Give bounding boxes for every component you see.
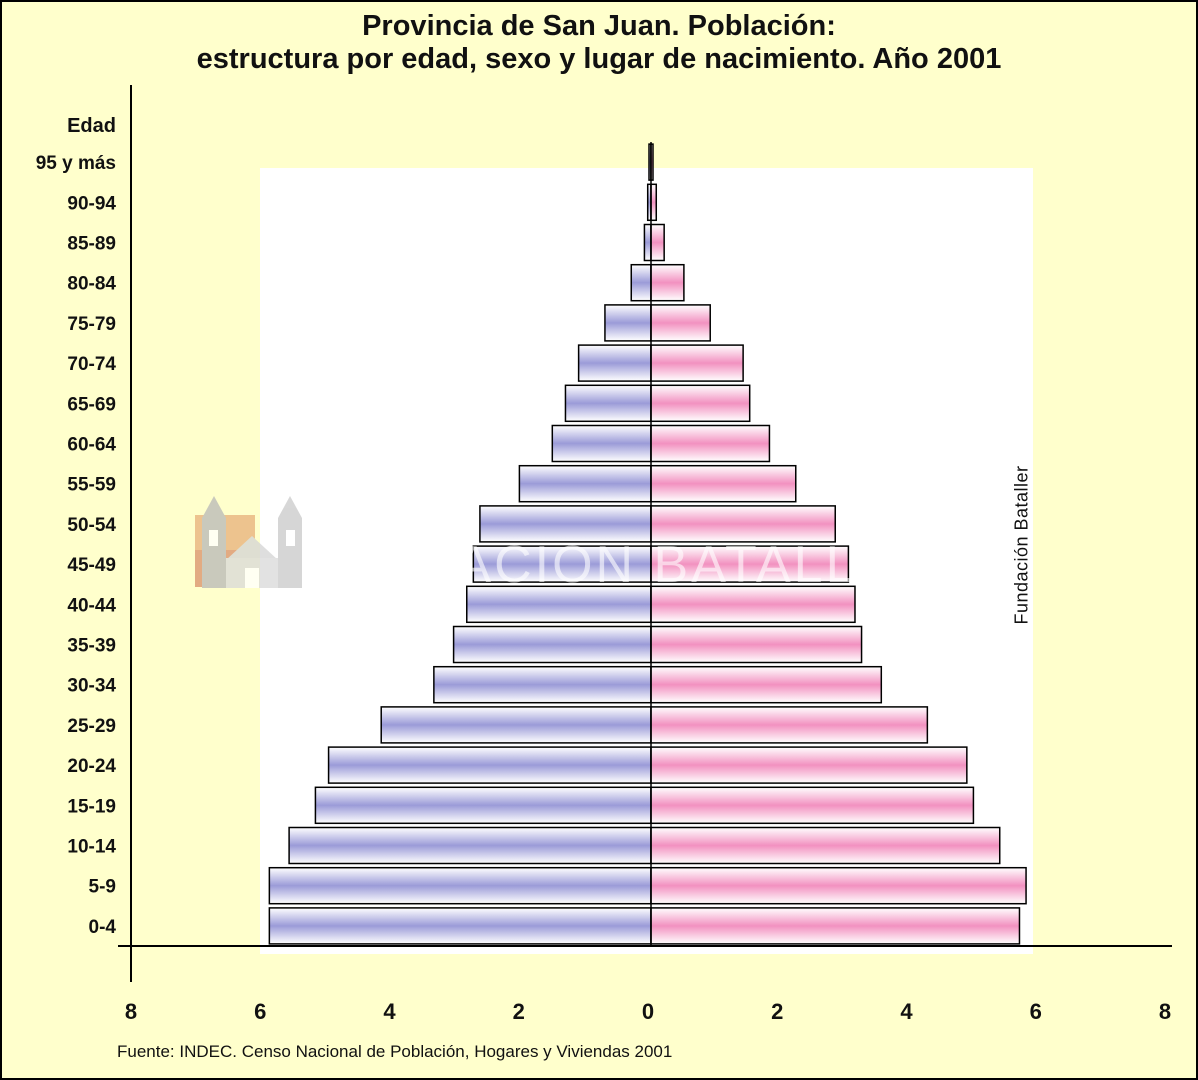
bar-right-45-49 <box>650 545 850 583</box>
bar-left-10-14 <box>288 826 652 865</box>
bar-right-20-24 <box>650 746 968 784</box>
bar-left-25-29 <box>380 706 652 744</box>
bar-left-20-24 <box>327 746 652 784</box>
x-tick-label: 4 <box>383 999 396 1024</box>
y-tick-label: 85-89 <box>67 234 116 255</box>
watermark-vertical: Fundación Bataller <box>1011 465 1032 625</box>
bar-left-85-89 <box>643 223 652 262</box>
bar-left-35-39 <box>452 625 652 664</box>
x-tick-label: 2 <box>513 999 525 1024</box>
watermark-text: FUNDACION BATALLER <box>300 536 936 594</box>
x-tick-label: 0 <box>642 999 654 1024</box>
bar-right-10-14 <box>650 826 1001 865</box>
bar-left-65-69 <box>564 384 652 423</box>
bar-right-60-64 <box>650 424 771 463</box>
y-tick-label: 90-94 <box>67 193 116 214</box>
bar-left-0-4 <box>268 907 652 945</box>
source-note: Fuente: INDEC. Censo Nacional de Poblaci… <box>117 1042 673 1061</box>
bar-right-0-4 <box>650 907 1021 945</box>
x-tick-label: 6 <box>254 999 266 1024</box>
bar-right-5-9 <box>650 866 1027 905</box>
y-tick-label: 75-79 <box>67 314 116 335</box>
chart-title-line-1: Provincia de San Juan. Población: <box>362 10 836 42</box>
bar-left-40-44 <box>466 585 652 624</box>
y-tick-label: 40-44 <box>67 595 116 616</box>
bar-right-70-74 <box>650 344 744 382</box>
bar-left-30-34 <box>433 665 652 704</box>
bar-right-50-54 <box>650 505 836 543</box>
bar-left-50-54 <box>479 505 652 543</box>
y-tick-label: 50-54 <box>67 515 116 536</box>
x-tick-label: 4 <box>900 999 913 1024</box>
y-tick-label: 5-9 <box>89 877 116 898</box>
bar-group <box>268 142 1027 946</box>
bar-right-25-29 <box>650 706 929 744</box>
y-tick-label: 65-69 <box>67 394 116 415</box>
bar-right-40-44 <box>650 585 856 624</box>
y-tick-label: 35-39 <box>67 636 116 657</box>
y-tick-labels: 0-4 5-9 10-14 15-19 20-24 25-29 30-34 35-39 40-4… <box>36 153 117 938</box>
bar-right-65-69 <box>650 384 751 423</box>
x-tick-labels: 8 6 4 2 0 2 4 6 8 <box>125 999 1171 1024</box>
y-tick-label: 20-24 <box>67 756 116 777</box>
y-tick-label: 15-19 <box>67 796 116 817</box>
bar-right-35-39 <box>650 625 863 664</box>
y-tick-label: 60-64 <box>67 435 116 456</box>
y-tick-label: 80-84 <box>67 274 116 295</box>
bar-left-70-74 <box>577 344 652 382</box>
x-tick-label: 8 <box>125 999 137 1024</box>
y-tick-label: 70-74 <box>67 354 116 375</box>
y-tick-label: 30-34 <box>67 676 116 697</box>
bar-left-5-9 <box>268 866 652 905</box>
bar-right-80-84 <box>650 263 685 302</box>
bar-right-75-79 <box>650 304 711 342</box>
y-tick-label: 25-29 <box>67 716 116 737</box>
chart-title-line-2: estructura por edad, sexo y lugar de nac… <box>196 43 1002 75</box>
y-axis-title: Edad <box>67 115 116 137</box>
bar-right-85-89 <box>650 223 665 262</box>
y-tick-label: 45-49 <box>67 555 116 576</box>
bar-left-15-19 <box>314 786 652 825</box>
y-tick-label: 55-59 <box>67 475 116 496</box>
x-tick-label: 2 <box>771 999 783 1024</box>
bar-left-60-64 <box>551 424 652 463</box>
bar-left-80-84 <box>630 263 652 302</box>
bar-right-90-94 <box>650 183 658 222</box>
bar-right-30-34 <box>650 665 883 704</box>
bar-left-55-59 <box>518 464 652 503</box>
bar-right-55-59 <box>650 464 797 503</box>
y-tick-label: 95 y más <box>36 153 116 174</box>
x-tick-label: 8 <box>1159 999 1171 1024</box>
church-logo-icon <box>195 496 302 588</box>
chart-title: Provincia de San Juan. Población: estruc… <box>0 10 1198 76</box>
bar-right-15-19 <box>650 786 975 825</box>
x-tick-label: 6 <box>1030 999 1042 1024</box>
y-tick-label: 10-14 <box>67 837 116 858</box>
bar-left-75-79 <box>604 304 652 342</box>
y-tick-label: 0-4 <box>89 917 117 938</box>
